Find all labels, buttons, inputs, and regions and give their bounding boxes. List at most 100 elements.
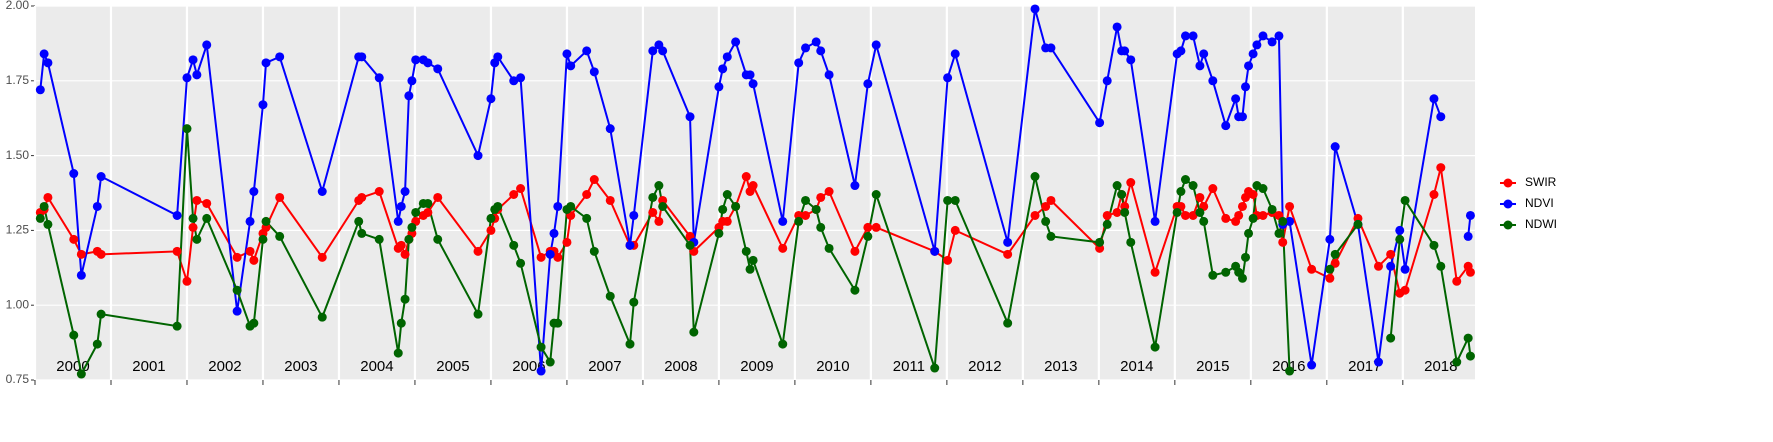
data-point xyxy=(1003,249,1013,259)
data-point xyxy=(1285,366,1295,376)
data-point xyxy=(1278,237,1288,247)
data-point xyxy=(629,297,639,307)
data-point xyxy=(1102,76,1112,86)
data-point xyxy=(1234,210,1244,220)
data-point xyxy=(871,189,881,199)
data-point xyxy=(35,85,45,95)
data-point xyxy=(722,189,732,199)
data-point xyxy=(400,249,410,259)
data-point xyxy=(545,249,555,259)
data-point xyxy=(433,64,443,74)
data-point xyxy=(1180,210,1190,220)
data-point xyxy=(1400,285,1410,295)
y-tick-label: 1.75 xyxy=(6,73,30,87)
data-point xyxy=(232,252,242,262)
data-point xyxy=(43,58,53,68)
data-point xyxy=(1199,49,1209,59)
data-point xyxy=(182,124,192,134)
data-point xyxy=(741,172,751,182)
data-point xyxy=(486,225,496,235)
data-point xyxy=(1248,213,1258,223)
data-point xyxy=(35,213,45,223)
data-point xyxy=(1046,195,1056,205)
data-point xyxy=(863,79,873,89)
data-point xyxy=(1395,225,1405,235)
data-point xyxy=(801,195,811,205)
data-point xyxy=(1465,210,1475,220)
x-tick-label: 2015 xyxy=(1196,358,1229,375)
data-point xyxy=(629,210,639,220)
data-point xyxy=(354,216,364,226)
data-point xyxy=(1003,237,1013,247)
data-point xyxy=(1046,231,1056,241)
data-point xyxy=(863,222,873,232)
data-point xyxy=(714,82,724,92)
data-point xyxy=(794,216,804,226)
data-point xyxy=(1150,342,1160,352)
data-point xyxy=(1188,210,1198,220)
y-tick-label: 1.50 xyxy=(6,148,30,162)
data-point xyxy=(1325,234,1335,244)
data-point xyxy=(172,321,182,331)
data-point xyxy=(930,363,940,373)
data-point xyxy=(76,369,86,379)
data-point xyxy=(1325,264,1335,274)
data-point xyxy=(1195,192,1205,202)
data-point xyxy=(930,246,940,256)
data-point xyxy=(43,219,53,229)
data-point xyxy=(811,204,821,214)
data-point xyxy=(1330,142,1340,152)
data-point xyxy=(188,213,198,223)
data-point xyxy=(553,252,563,262)
data-point xyxy=(396,318,406,328)
data-point xyxy=(648,192,658,202)
data-point xyxy=(1307,264,1317,274)
data-point xyxy=(1353,219,1363,229)
data-point xyxy=(950,49,960,59)
data-point xyxy=(1267,37,1277,47)
data-point xyxy=(516,184,526,194)
data-point xyxy=(1241,82,1251,92)
data-point xyxy=(96,249,106,259)
data-point xyxy=(188,222,198,232)
data-point xyxy=(192,70,202,80)
data-point xyxy=(393,348,403,358)
data-point xyxy=(778,339,788,349)
data-point xyxy=(1195,61,1205,71)
data-point xyxy=(553,201,563,211)
data-point xyxy=(685,240,695,250)
data-point xyxy=(1237,273,1247,283)
data-point xyxy=(188,55,198,65)
data-point xyxy=(1150,216,1160,226)
data-point xyxy=(245,246,255,256)
data-point xyxy=(950,225,960,235)
data-point xyxy=(1112,207,1122,217)
data-point xyxy=(396,240,406,250)
data-point xyxy=(275,231,285,241)
x-tick-label: 2004 xyxy=(360,358,393,375)
data-point xyxy=(605,195,615,205)
data-point xyxy=(473,309,483,319)
y-tick-label: 2.00 xyxy=(6,0,30,12)
x-tick-label: 2017 xyxy=(1348,358,1381,375)
data-point xyxy=(1325,273,1335,283)
data-point xyxy=(76,270,86,280)
data-point xyxy=(1126,55,1136,65)
data-point xyxy=(850,246,860,256)
x-tick-label: 2010 xyxy=(816,358,849,375)
data-point xyxy=(473,151,483,161)
data-point xyxy=(1221,213,1231,223)
data-point xyxy=(745,70,755,80)
data-point xyxy=(950,195,960,205)
data-point xyxy=(1258,184,1268,194)
data-point xyxy=(486,213,496,223)
data-point xyxy=(811,37,821,47)
data-point xyxy=(778,243,788,253)
data-point xyxy=(1102,219,1112,229)
data-point xyxy=(536,342,546,352)
data-point xyxy=(423,58,433,68)
data-point xyxy=(433,234,443,244)
data-point xyxy=(545,357,555,367)
data-point xyxy=(400,294,410,304)
data-point xyxy=(689,327,699,337)
